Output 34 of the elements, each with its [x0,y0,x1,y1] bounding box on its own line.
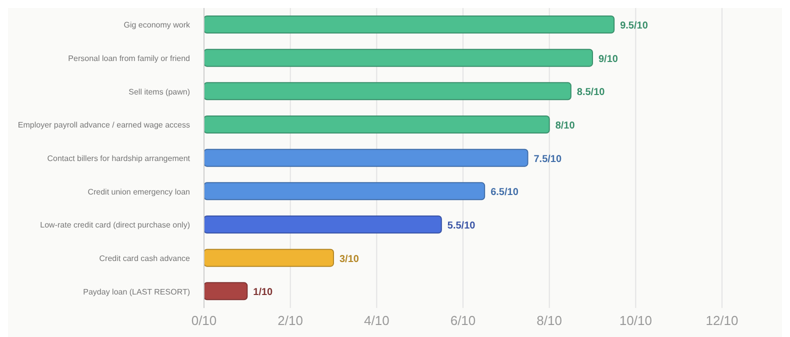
y-tick-label: Credit union emergency loan [88,187,190,196]
x-tick-label: 8/10 [536,313,562,328]
y-tick-label: Sell items (pawn) [128,87,190,96]
data-label: 3/10 [340,254,360,265]
bar [204,82,572,100]
y-tick-label: Payday loan (LAST RESORT) [83,287,190,296]
data-label: 7.5/10 [534,154,562,165]
bar [204,248,334,267]
bar [204,148,528,167]
data-label: 8/10 [555,120,576,132]
x-tick-label: 6/10 [450,313,476,328]
data-label: 9/10 [598,54,618,65]
bar [204,216,442,234]
y-tick-label: Employer payroll advance / earned wage access [18,120,190,130]
y-tick-label: Personal loan from family or friend [68,54,190,63]
data-label: 9.5/10 [620,20,648,32]
bar [204,182,486,200]
bar [204,16,615,34]
y-tick-label: Contact billers for hardship arrangement [47,154,191,163]
data-label: 1/10 [253,287,274,298]
y-tick-label: Low-rate credit card (direct purchase only) [40,220,190,230]
x-tick-label: 12/10 [706,313,738,328]
data-label: 8.5/10 [576,87,606,98]
x-tick-label: 10/10 [619,313,652,328]
x-tick-label: 4/10 [364,313,390,328]
bar [204,48,593,67]
x-tick-label: 2/10 [278,313,303,328]
x-tick-label: 0/10 [191,313,217,328]
bar [204,282,248,300]
data-label: 5.5/10 [447,220,476,232]
data-label: 6.5/10 [490,187,519,198]
y-tick-label: Gig economy work [124,20,191,30]
y-tick-label: Credit card cash advance [99,254,191,263]
bar [204,116,550,134]
